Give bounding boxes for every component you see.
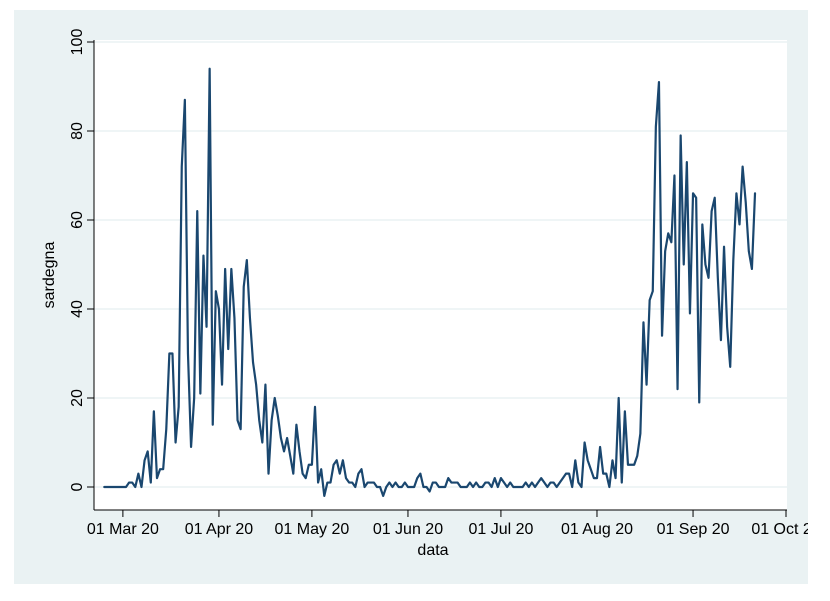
x-tick-label: 01 Jul 20 xyxy=(468,521,533,538)
y-tick-label: 0 xyxy=(69,482,86,491)
y-tick-label: 80 xyxy=(69,122,86,140)
tick-labels: 0 20 40 60 80 100 01 Mar 20 01 Apr 20 01 May 20 0… xyxy=(69,29,808,538)
y-tick-label: 20 xyxy=(69,389,86,407)
y-tick-label: 40 xyxy=(69,300,86,318)
gridlines xyxy=(94,41,787,488)
x-tick-label: 01 Mar 20 xyxy=(87,521,159,538)
y-axis-title: sardegna xyxy=(41,242,58,309)
x-tick-label: 01 Jun 20 xyxy=(373,521,443,538)
x-axis-title: data xyxy=(417,542,448,559)
series-line-0 xyxy=(103,67,757,497)
x-tick-label: 01 May 20 xyxy=(275,521,350,538)
y-tick-label: 60 xyxy=(69,211,86,229)
x-tick-label: 01 Apr 20 xyxy=(185,521,254,538)
chart-area: 0 20 40 60 80 100 01 Mar 20 01 Apr 20 01 May 20 0… xyxy=(14,10,808,584)
x-tick-label: 01 Sep 20 xyxy=(657,521,730,538)
x-tick-label: 01 Oct 20 xyxy=(751,521,808,538)
axes xyxy=(87,40,787,517)
y-tick-label: 100 xyxy=(69,29,86,56)
series-layer xyxy=(103,67,757,497)
line-chart: 0 20 40 60 80 100 01 Mar 20 01 Apr 20 01 May 20 0… xyxy=(41,29,808,559)
x-tick-label: 01 Aug 20 xyxy=(561,521,633,538)
